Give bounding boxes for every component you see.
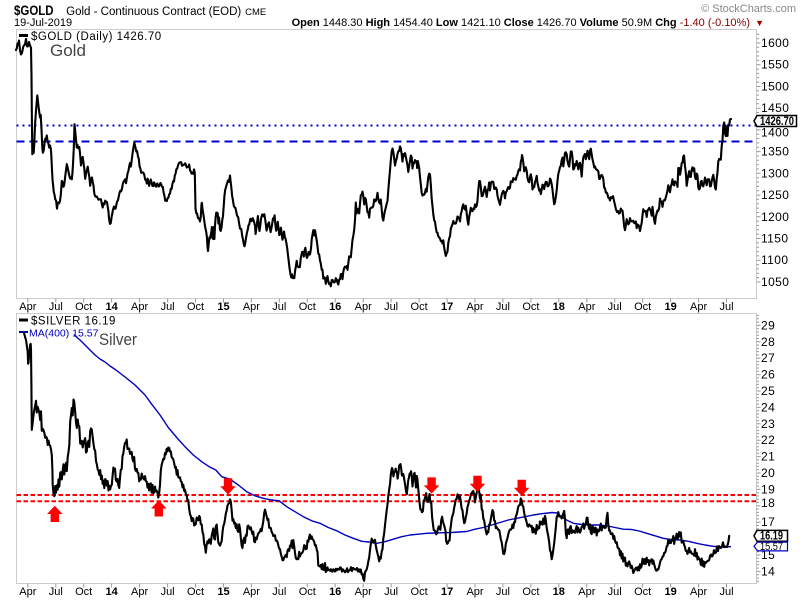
svg-text:1400: 1400: [761, 126, 789, 140]
svg-text:16.19: 16.19: [760, 531, 783, 543]
svg-text:14: 14: [761, 564, 775, 578]
svg-text:Jul: Jul: [719, 301, 733, 313]
svg-text:27: 27: [761, 351, 775, 365]
svg-text:Apr: Apr: [243, 586, 260, 598]
svg-text:21: 21: [761, 450, 775, 464]
svg-text:15: 15: [217, 301, 229, 313]
svg-text:Jul: Jul: [272, 586, 286, 598]
svg-text:Apr: Apr: [355, 586, 372, 598]
svg-text:Oct: Oct: [75, 301, 92, 313]
svg-text:Oct: Oct: [522, 301, 539, 313]
svg-text:Oct: Oct: [634, 586, 651, 598]
svg-text:16: 16: [329, 586, 341, 598]
svg-text:19: 19: [761, 482, 775, 496]
svg-text:15.57: 15.57: [760, 541, 783, 553]
svg-text:Gold: Gold: [50, 41, 86, 60]
svg-text:Oct: Oct: [299, 301, 316, 313]
svg-text:Oct: Oct: [187, 301, 204, 313]
svg-text:Apr: Apr: [131, 301, 148, 313]
svg-text:17: 17: [441, 586, 453, 598]
svg-text:1300: 1300: [761, 166, 789, 180]
svg-text:Jul: Jul: [608, 301, 622, 313]
svg-text:Apr: Apr: [578, 586, 595, 598]
svg-text:Apr: Apr: [243, 301, 260, 313]
svg-text:Jul: Jul: [384, 586, 398, 598]
svg-text:19: 19: [664, 301, 676, 313]
svg-text:Apr: Apr: [466, 586, 483, 598]
svg-text:1050: 1050: [761, 275, 789, 289]
svg-text:Jul: Jul: [384, 301, 398, 313]
svg-text:1450: 1450: [761, 101, 789, 115]
svg-text:15: 15: [217, 586, 229, 598]
svg-text:Apr: Apr: [690, 301, 707, 313]
svg-text:1250: 1250: [761, 188, 789, 202]
svg-text:1150: 1150: [761, 232, 788, 246]
svg-text:Jul: Jul: [49, 301, 63, 313]
svg-text:Oct: Oct: [411, 586, 428, 598]
svg-text:17: 17: [441, 301, 453, 313]
svg-text:Apr: Apr: [19, 586, 36, 598]
svg-text:Apr: Apr: [131, 586, 148, 598]
svg-text:20: 20: [761, 466, 775, 480]
svg-text:28: 28: [761, 335, 775, 349]
svg-text:$SILVER 16.19: $SILVER 16.19: [31, 316, 116, 328]
svg-text:18: 18: [553, 586, 565, 598]
svg-text:Jul: Jul: [161, 301, 175, 313]
svg-text:Oct: Oct: [75, 586, 92, 598]
svg-text:Apr: Apr: [690, 586, 707, 598]
svg-text:Jul: Jul: [272, 301, 286, 313]
svg-text:Jul: Jul: [719, 586, 733, 598]
svg-text:Oct: Oct: [411, 301, 428, 313]
svg-text:24: 24: [761, 400, 775, 414]
svg-text:1200: 1200: [761, 210, 789, 224]
svg-text:1500: 1500: [761, 80, 789, 94]
svg-text:1426.70: 1426.70: [760, 116, 794, 128]
svg-text:26: 26: [761, 368, 775, 382]
svg-text:Jul: Jul: [608, 586, 622, 598]
svg-text:16: 16: [329, 301, 341, 313]
svg-text:1350: 1350: [761, 145, 789, 159]
svg-text:Apr: Apr: [19, 301, 36, 313]
svg-text:Oct: Oct: [634, 301, 651, 313]
svg-text:Apr: Apr: [466, 301, 483, 313]
svg-text:$GOLD (Daily) 1426.70: $GOLD (Daily) 1426.70: [31, 31, 162, 43]
svg-text:Jul: Jul: [496, 586, 510, 598]
svg-text:Jul: Jul: [496, 301, 510, 313]
svg-text:1550: 1550: [761, 58, 789, 72]
svg-text:Oct: Oct: [187, 586, 204, 598]
svg-text:14: 14: [105, 301, 118, 313]
svg-text:Jul: Jul: [49, 586, 63, 598]
svg-text:Apr: Apr: [355, 301, 372, 313]
svg-text:1100: 1100: [761, 253, 788, 267]
svg-text:Oct: Oct: [299, 586, 316, 598]
svg-text:17: 17: [761, 515, 775, 529]
svg-text:29: 29: [761, 318, 775, 332]
svg-text:Apr: Apr: [578, 301, 595, 313]
svg-text:Jul: Jul: [161, 586, 175, 598]
svg-text:14: 14: [105, 586, 118, 598]
svg-text:19: 19: [664, 586, 676, 598]
svg-text:Oct: Oct: [522, 586, 539, 598]
svg-text:22: 22: [761, 433, 775, 447]
svg-text:18: 18: [553, 301, 565, 313]
svg-text:MA(400) 15.57: MA(400) 15.57: [29, 328, 99, 340]
svg-text:1600: 1600: [761, 36, 789, 50]
svg-text:23: 23: [761, 417, 775, 431]
svg-text:25: 25: [761, 384, 775, 398]
svg-text:18: 18: [761, 496, 775, 510]
svg-text:Silver: Silver: [99, 330, 137, 349]
